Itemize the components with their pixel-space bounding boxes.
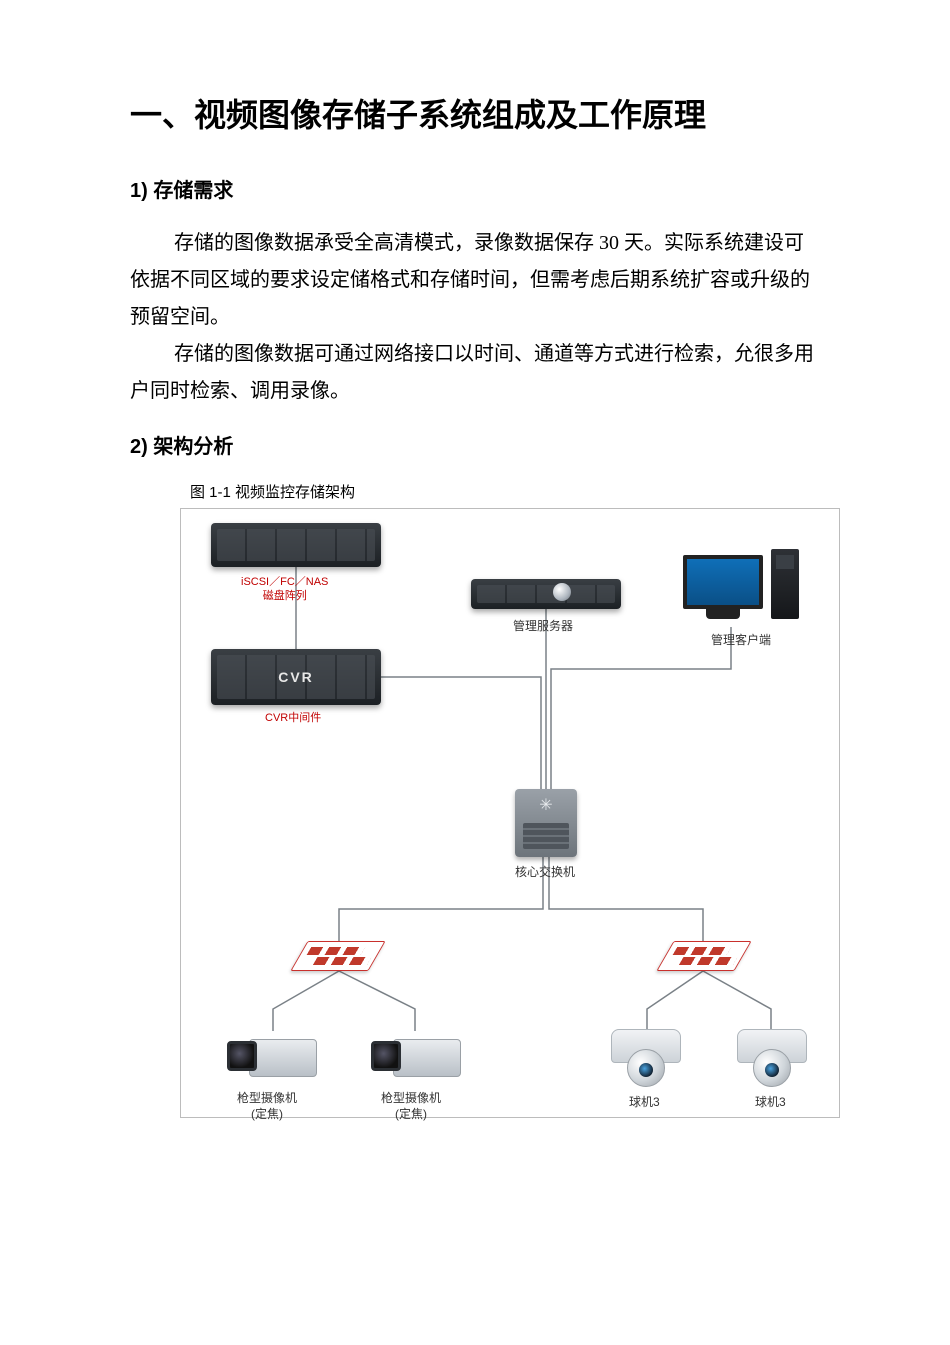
architecture-diagram: iSCSI／FC／NAS磁盘阵列 CVR中间件 管理服务器 管理客户端 核心交换… (180, 508, 840, 1118)
disk-array-node (211, 523, 381, 567)
section-1-heading: 1) 存储需求 (130, 174, 820, 203)
core-switch-node (515, 789, 577, 857)
box-camera-1 (227, 1031, 317, 1091)
section-2-heading: 2) 架构分析 (130, 430, 820, 459)
box-camera-2-label-text: 枪型摄像机 (381, 1091, 441, 1105)
cvr-node (211, 649, 381, 705)
box-camera-2-label: 枪型摄像机 (定焦) (381, 1091, 441, 1122)
box-camera-2 (371, 1031, 461, 1091)
dome-camera-2-label: 球机3 (755, 1093, 786, 1110)
disk-array-label: iSCSI／FC／NAS磁盘阵列 (241, 575, 328, 604)
mgmt-server-label: 管理服务器 (513, 617, 573, 634)
dome-camera-1-label: 球机3 (629, 1093, 660, 1110)
access-switch-left (290, 941, 385, 971)
box-camera-1-label-sub: (定焦) (251, 1107, 283, 1121)
section-1-paragraph-2: 存储的图像数据可通过网络接口以时间、通道等方式进行检索，允很多用户同时检索、调用… (130, 336, 820, 410)
core-switch-label: 核心交换机 (515, 863, 575, 880)
figure-caption: 图 1-1 视频监控存储架构 (190, 481, 820, 502)
box-camera-2-label-sub: (定焦) (395, 1107, 427, 1121)
dome-camera-2 (737, 1029, 807, 1089)
section-1-paragraph-1: 存储的图像数据承受全高清模式，录像数据保存 30 天。实际系统建设可依据不同区域… (130, 225, 820, 336)
client-monitor-icon (683, 555, 763, 609)
dome-camera-1 (611, 1029, 681, 1089)
client-label: 管理客户端 (711, 631, 771, 648)
box-camera-1-label: 枪型摄像机 (定焦) (237, 1091, 297, 1122)
cvr-label: CVR中间件 (265, 711, 321, 725)
mgmt-server-node (471, 579, 621, 609)
client-tower-icon (771, 549, 799, 619)
box-camera-1-label-text: 枪型摄像机 (237, 1091, 297, 1105)
page-title: 一、视频图像存储子系统组成及工作原理 (130, 90, 820, 136)
access-switch-right (656, 941, 751, 971)
